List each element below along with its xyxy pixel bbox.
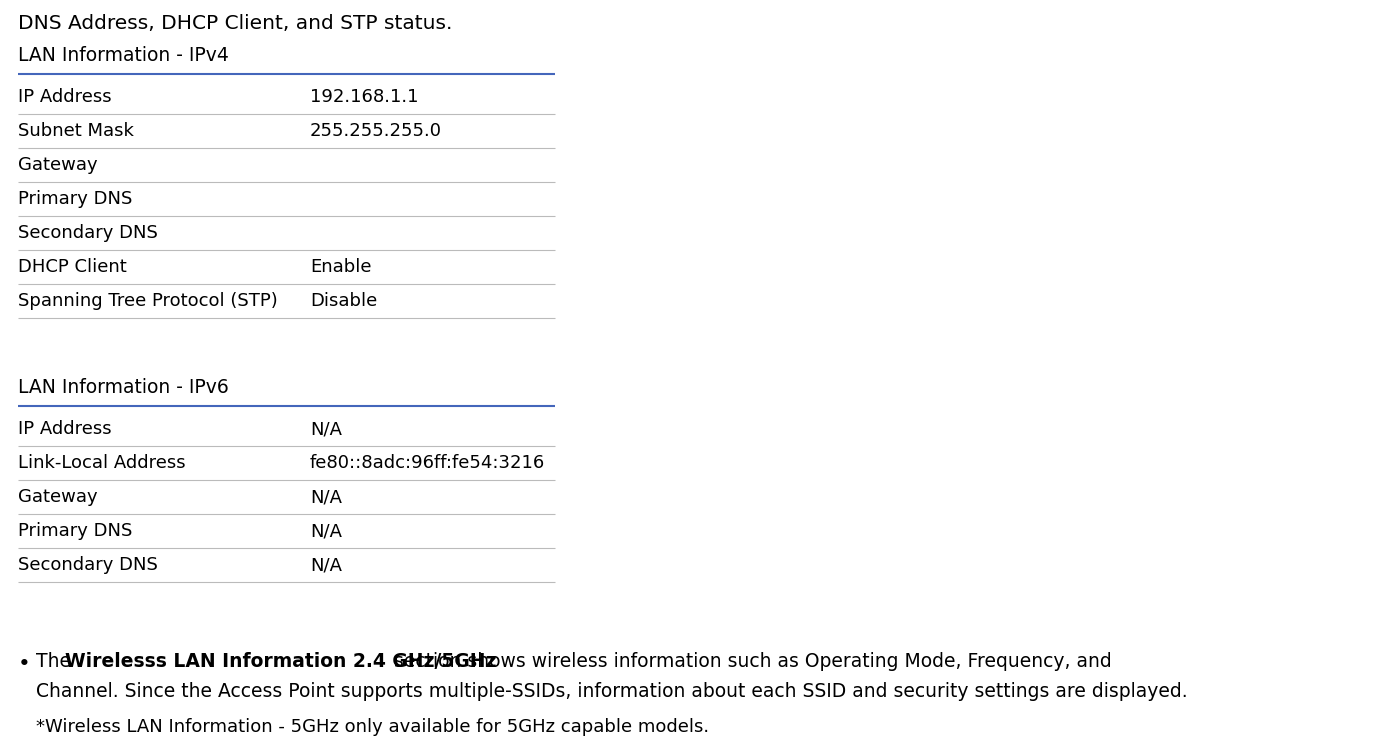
Text: IP Address: IP Address [18,88,112,106]
Text: Enable: Enable [309,258,371,276]
Text: Primary DNS: Primary DNS [18,190,133,208]
Text: Channel. Since the Access Point supports multiple-SSIDs, information about each : Channel. Since the Access Point supports… [36,682,1187,701]
Text: Secondary DNS: Secondary DNS [18,556,158,574]
Text: DNS Address, DHCP Client, and STP status.: DNS Address, DHCP Client, and STP status… [18,14,452,33]
Text: Primary DNS: Primary DNS [18,522,133,540]
Text: Subnet Mask: Subnet Mask [18,122,134,140]
Text: •: • [18,654,31,674]
Text: *Wireless LAN Information - 5GHz only available for 5GHz capable models.: *Wireless LAN Information - 5GHz only av… [36,718,710,736]
Text: Link-Local Address: Link-Local Address [18,454,186,472]
Text: 192.168.1.1: 192.168.1.1 [309,88,419,106]
Text: Disable: Disable [309,292,377,310]
Text: Wirelesss LAN Information 2.4 GHz/5GHz: Wirelesss LAN Information 2.4 GHz/5GHz [64,652,496,671]
Text: N/A: N/A [309,522,342,540]
Text: The: The [36,652,77,671]
Text: DHCP Client: DHCP Client [18,258,127,276]
Text: N/A: N/A [309,556,342,574]
Text: Gateway: Gateway [18,488,98,506]
Text: section shows wireless information such as Operating Mode, Frequency, and: section shows wireless information such … [388,652,1112,671]
Text: LAN Information - IPv4: LAN Information - IPv4 [18,46,228,65]
Text: N/A: N/A [309,488,342,506]
Text: Spanning Tree Protocol (STP): Spanning Tree Protocol (STP) [18,292,277,310]
Text: Gateway: Gateway [18,156,98,174]
Text: LAN Information - IPv6: LAN Information - IPv6 [18,378,228,397]
Text: N/A: N/A [309,420,342,438]
Text: Secondary DNS: Secondary DNS [18,224,158,242]
Text: 255.255.255.0: 255.255.255.0 [309,122,442,140]
Text: fe80::8adc:96ff:fe54:3216: fe80::8adc:96ff:fe54:3216 [309,454,545,472]
Text: IP Address: IP Address [18,420,112,438]
